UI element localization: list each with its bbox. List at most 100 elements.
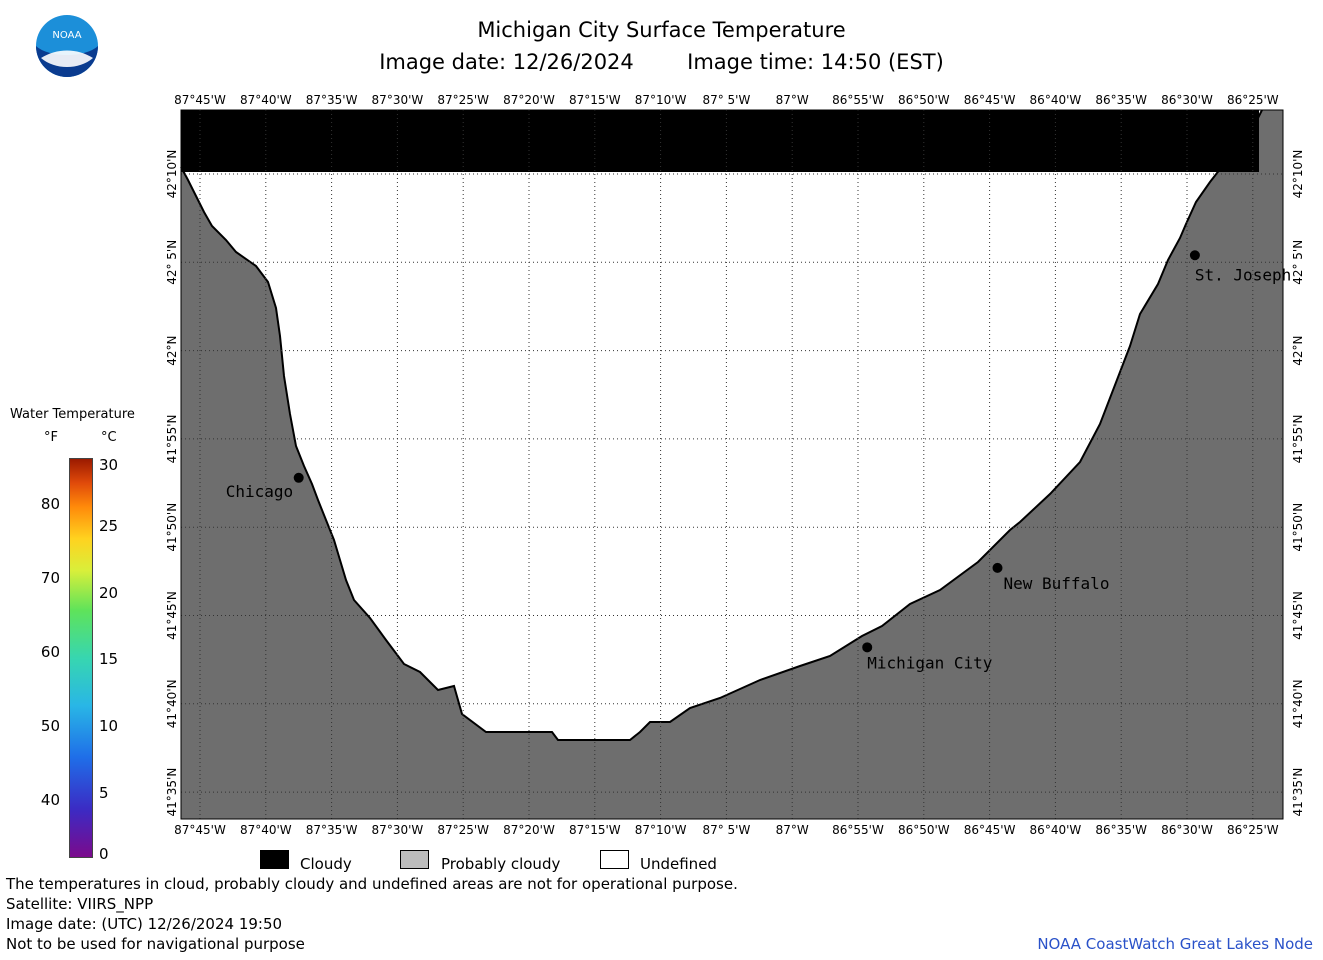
unit-fahrenheit: °F [44, 430, 58, 445]
legend-swatch-cloudy [260, 850, 289, 869]
lat-label: 42°10'N [1291, 150, 1305, 199]
temperature-colorbar [69, 458, 93, 858]
lat-label: 41°40'N [165, 679, 179, 728]
c-tick: 25 [99, 517, 119, 535]
lon-label: 87°40'W [240, 93, 292, 107]
lon-label: 86°25'W [1227, 823, 1279, 837]
lon-label: 86°40'W [1030, 93, 1082, 107]
lon-label: 87° 5'W [702, 823, 750, 837]
f-tick: 80 [40, 495, 60, 513]
c-tick: 5 [99, 784, 109, 802]
lon-label: 86°50'W [898, 823, 950, 837]
lon-label: 86°45'W [964, 93, 1016, 107]
f-tick: 50 [40, 717, 60, 735]
legend-swatch-probably-cloudy [400, 850, 429, 869]
city-marker [992, 562, 1003, 573]
lon-label: 87°15'W [569, 93, 621, 107]
lon-label: 87°45'W [174, 823, 226, 837]
legend-title: Water Temperature [10, 407, 135, 422]
lat-label: 41°50'N [1291, 503, 1305, 552]
lat-label: 42°N [165, 335, 179, 365]
lon-label: 87°20'W [503, 93, 555, 107]
lat-labels-left: 42°10'N 42° 5'N 42°N 41°55'N 41°50'N 41°45'N 4… [165, 150, 179, 817]
unit-celsius: °C [101, 430, 117, 445]
lon-label: 87°25'W [437, 823, 489, 837]
lon-label: 87°15'W [569, 823, 621, 837]
credit-text: NOAA CoastWatch Great Lakes Node [1037, 935, 1313, 953]
lon-labels-bottom: 87°45'W 87°40'W 87°35'W 87°30'W 87°25'W 87°20… [174, 823, 1279, 837]
noaa-logo-text: NOAA [52, 30, 81, 41]
lat-label: 41°40'N [1291, 679, 1305, 728]
lat-label: 41°35'N [1291, 768, 1305, 817]
disclaimer-line: The temperatures in cloud, probably clou… [6, 875, 738, 893]
lat-label: 41°50'N [165, 503, 179, 552]
c-tick: 30 [99, 456, 119, 474]
legend-label-cloudy: Cloudy [300, 855, 352, 873]
c-tick: 20 [99, 584, 119, 602]
city-label: New Buffalo [1003, 574, 1109, 593]
lon-label: 87°W [776, 93, 809, 107]
lon-label: 86°40'W [1030, 823, 1082, 837]
lon-label: 87°W [776, 823, 809, 837]
lon-label: 87°30'W [372, 823, 424, 837]
map-frame [180, 109, 1284, 820]
city-label: Michigan City [867, 653, 993, 672]
lon-labels-top: 87°45'W 87°40'W 87°35'W 87°30'W 87°25'W 87°20… [174, 93, 1279, 107]
lon-label: 87°45'W [174, 93, 226, 107]
lon-label: 87°35'W [306, 823, 358, 837]
lat-label: 41°45'N [1291, 591, 1305, 640]
shoreline [180, 109, 1263, 741]
city-label: St. Joseph [1195, 265, 1291, 284]
c-tick: 0 [99, 845, 109, 863]
lon-label: 87°10'W [635, 93, 687, 107]
city-markers: Chicago St. Joseph New Buffalo Michigan Cit… [226, 250, 1291, 672]
cloud-region [181, 110, 1259, 172]
legend-label-undefined: Undefined [640, 855, 717, 873]
lon-label: 87°20'W [503, 823, 555, 837]
lat-label: 41°55'N [165, 414, 179, 463]
lon-label: 86°35'W [1095, 823, 1147, 837]
satellite-line: Satellite: VIIRS_NPP [6, 895, 154, 913]
lat-label: 41°45'N [165, 591, 179, 640]
lon-label: 87°35'W [306, 93, 358, 107]
lat-label: 41°55'N [1291, 414, 1305, 463]
lon-label: 86°45'W [964, 823, 1016, 837]
page-title: Michigan City Surface Temperature [477, 18, 846, 42]
legend-swatch-undefined [600, 850, 629, 869]
lon-label: 87°40'W [240, 823, 292, 837]
image-time: Image time: 14:50 (EST) [687, 50, 944, 74]
lat-label: 42° 5'N [165, 240, 179, 285]
city-label: Chicago [226, 482, 293, 501]
lat-labels-right: 42°10'N 42° 5'N 42°N 41°55'N 41°50'N 41°45'N 4… [1291, 150, 1305, 817]
lat-label: 42°N [1291, 335, 1305, 365]
lat-label: 42° 5'N [1291, 240, 1305, 285]
f-tick: 40 [40, 791, 60, 809]
navigation-warning: Not to be used for navigational purpose [6, 935, 305, 953]
lon-label: 87°25'W [437, 93, 489, 107]
cloud-region-edge [1190, 110, 1259, 172]
city-marker [862, 642, 873, 653]
lon-label: 86°30'W [1161, 823, 1213, 837]
lon-label: 86°25'W [1227, 93, 1279, 107]
land-west [181, 110, 1283, 819]
lon-label: 87°10'W [635, 823, 687, 837]
f-tick: 60 [40, 643, 60, 661]
c-tick: 15 [99, 650, 119, 668]
lon-label: 86°50'W [898, 93, 950, 107]
city-marker [1189, 250, 1200, 261]
c-tick: 10 [99, 717, 119, 735]
lat-label: 41°35'N [165, 768, 179, 817]
image-datetime: Image date: 12/26/2024 Image time: 14:50… [0, 50, 1323, 74]
legend-label-probably-cloudy: Probably cloudy [441, 855, 561, 873]
lon-label: 87° 5'W [702, 93, 750, 107]
lon-label: 86°35'W [1095, 93, 1147, 107]
image-date: Image date: 12/26/2024 [379, 50, 634, 74]
lat-label: 42°10'N [165, 150, 179, 199]
lon-label: 86°55'W [832, 93, 884, 107]
city-marker [293, 472, 304, 483]
f-tick: 70 [40, 569, 60, 587]
utc-date-line: Image date: (UTC) 12/26/2024 19:50 [6, 915, 283, 933]
lon-label: 86°30'W [1161, 93, 1213, 107]
noaa-logo: NOAA [36, 15, 98, 77]
